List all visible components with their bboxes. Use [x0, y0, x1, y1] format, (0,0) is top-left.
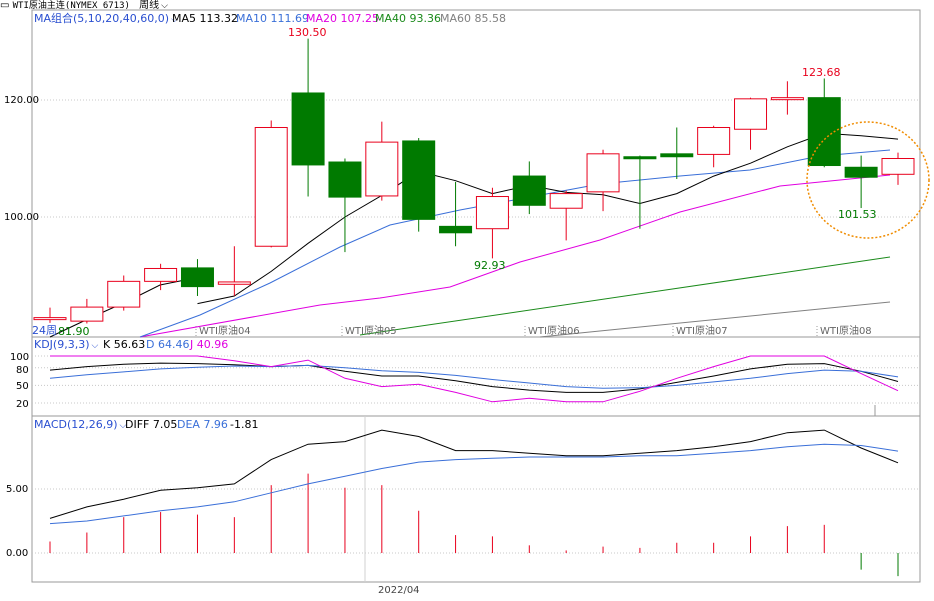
ma20-legend: MA20 107.25	[306, 12, 379, 25]
candle-body	[144, 267, 178, 282]
peak2-price-label: 123.68	[802, 66, 841, 79]
candle-body	[365, 141, 399, 197]
macd-selector[interactable]: MACD(12,26,9) ⌵	[34, 418, 126, 433]
macd-tick-5: 5.00	[6, 484, 29, 495]
kdj-selector[interactable]: KDJ(9,3,3) ⌵	[34, 338, 98, 353]
ma60-line	[539, 301, 891, 338]
instrument-header: ▭ WTI原油主连(NYMEX 6713) 周线 ⌵	[0, 0, 168, 12]
contract-label-08: WTI原油08	[820, 326, 872, 337]
kdj-k-line	[49, 362, 899, 393]
kdj-tick-80: 80	[16, 365, 29, 376]
main-panel-frame	[31, 9, 921, 338]
candle-body	[475, 196, 509, 230]
peak-price-label: 130.50	[288, 26, 327, 39]
low-price-label-2: 92.93	[474, 259, 506, 272]
highlight-circle	[806, 121, 930, 239]
candle-body	[697, 126, 731, 155]
macd-diff-legend: DIFF 7.05	[125, 418, 178, 431]
y-tick-100: 100.00	[4, 212, 39, 223]
candle-body	[586, 153, 620, 193]
ma5-line	[197, 132, 899, 305]
macd-diff-line	[49, 429, 899, 519]
kdj-d-legend: D 64.46	[146, 338, 190, 351]
kdj-k-legend: K 56.63	[103, 338, 146, 351]
chevron-down-icon: ⌵	[119, 421, 127, 431]
kdj-label: KDJ(9,3,3)	[34, 338, 90, 351]
macd-panel-frame	[31, 415, 921, 583]
ma60-legend: MA60 85.58	[440, 12, 506, 25]
ma20-line-early	[139, 304, 321, 338]
macd-tick-0: 0.00	[6, 548, 29, 559]
ma20-line	[319, 174, 891, 306]
candle-body	[512, 175, 546, 206]
contract-label-06: WTI原油06	[528, 326, 580, 337]
candle-body	[402, 140, 436, 220]
candle-body	[291, 92, 325, 166]
candle-body	[439, 225, 473, 234]
kdj-j-legend: J 40.96	[190, 338, 229, 351]
candle-body	[660, 153, 694, 158]
candle-body	[107, 280, 141, 308]
candle-body	[33, 317, 67, 321]
instrument-title: WTI原油主连(NYMEX 6713)	[12, 1, 130, 11]
kdj-tick-100: 100	[10, 352, 30, 363]
kdj-tick-50: 50	[16, 381, 29, 392]
period-label: 周线	[139, 0, 160, 11]
ma10-legend: MA10 111.69	[236, 12, 309, 25]
chevron-down-icon: ⌵	[161, 1, 168, 11]
window-glyph-icon: ▭	[0, 0, 10, 11]
period-selector[interactable]: 周线 ⌵	[139, 0, 168, 11]
candle-body	[254, 126, 288, 247]
candle-body	[549, 193, 583, 209]
candle-body	[623, 156, 657, 160]
macd-dea-legend: DEA 7.96	[177, 418, 228, 431]
ma40-legend: MA40 93.36	[375, 12, 441, 25]
macd-value-legend: -1.81	[230, 418, 259, 431]
ma5-legend: MA5 113.32	[172, 12, 238, 25]
candle-body	[881, 158, 915, 175]
x-axis-date-label: 2022/04	[378, 585, 420, 596]
candle-body	[734, 98, 768, 130]
candle-body	[844, 166, 878, 178]
candle-body	[328, 161, 362, 198]
ma-group-label: MA组合(5,10,20,40,60,0)	[34, 12, 170, 25]
candle-body	[770, 97, 804, 101]
candle-body	[180, 267, 214, 288]
candle-body	[217, 281, 251, 285]
period-marker: 24周	[32, 324, 57, 337]
macd-dea-line	[49, 443, 899, 525]
low-price-label-3: 101.53	[838, 208, 877, 221]
chevron-down-icon: ⌵	[171, 15, 178, 25]
ma-group-selector[interactable]: MA组合(5,10,20,40,60,0) ⌵	[34, 12, 178, 27]
kdj-j-line	[50, 355, 899, 403]
low-price-label-1: 81.90	[58, 325, 90, 338]
y-tick-120: 120.00	[4, 95, 39, 106]
chevron-down-icon: ⌵	[91, 341, 99, 351]
contract-label-07: WTI原油07	[676, 326, 728, 337]
contract-label-05: WTI原油05	[345, 326, 397, 337]
contract-label-04: WTI原油04	[199, 326, 251, 337]
kdj-tick-20: 20	[16, 399, 29, 410]
kdj-d-line	[49, 364, 899, 389]
candle-body	[70, 306, 104, 322]
ma40-line	[359, 256, 891, 336]
macd-label: MACD(12,26,9)	[34, 418, 118, 431]
